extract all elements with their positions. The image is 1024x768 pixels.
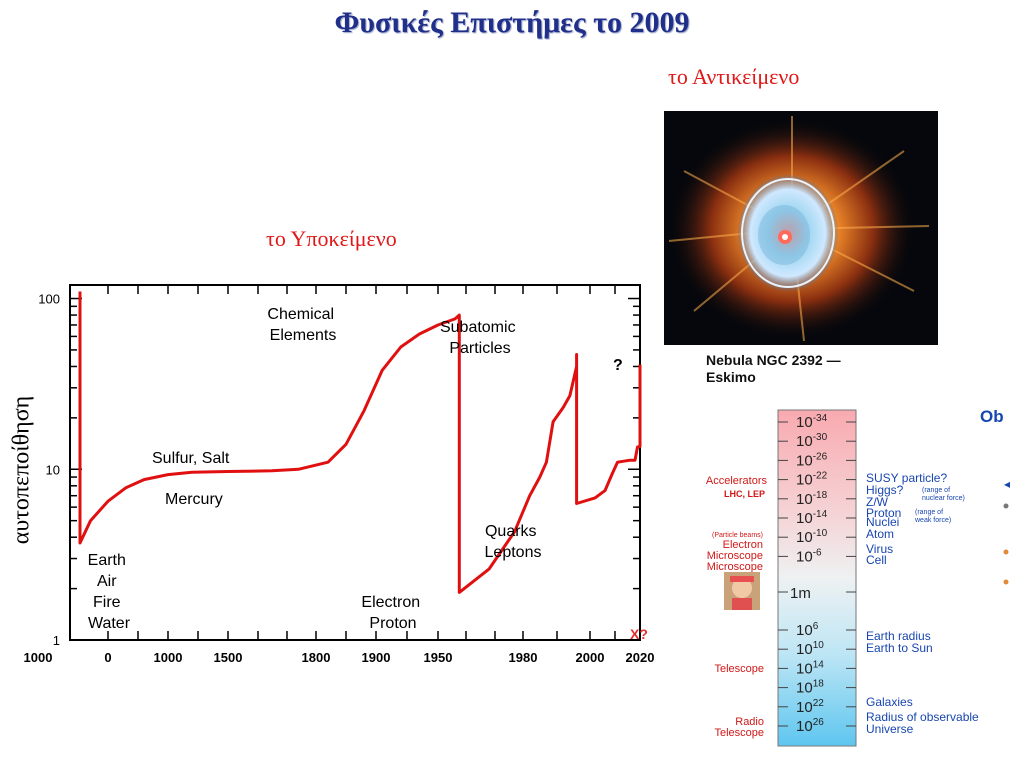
scale-label: 10-14 [796, 509, 828, 527]
svg-text:Proton: Proton [866, 506, 901, 520]
svg-text:Universe: Universe [866, 722, 914, 736]
svg-text:(Particle beams): (Particle beams) [712, 532, 763, 539]
scale-label: 1026 [796, 717, 824, 735]
svg-text:Earth radius: Earth radius [866, 629, 931, 643]
scale-label: 10-34 [796, 413, 828, 431]
photo-child [724, 572, 760, 610]
svg-text:Virus: Virus [866, 542, 893, 556]
annotation-chemical-elements: Chemical Elements [267, 306, 338, 344]
scale-label: 10-10 [796, 528, 828, 546]
nebula-caption: Nebula NGC 2392 — Eskimo [706, 352, 841, 386]
subject-label: το Υποκείμενο [266, 226, 397, 251]
scale-label: 1014 [796, 659, 824, 677]
scale-1m: 1m [790, 585, 811, 602]
x-tick-label: 1000 [154, 650, 183, 665]
svg-text:nuclear force): nuclear force) [922, 495, 965, 502]
x-tick-label: 1980 [509, 650, 538, 665]
svg-text:SUSY particle?: SUSY particle? [866, 471, 947, 485]
svg-text:Nuclei: Nuclei [866, 515, 899, 529]
scale-label: 106 [796, 621, 819, 639]
svg-text:◂: ◂ [1004, 477, 1010, 491]
annotation-electron-proton: Electron Proton [361, 594, 424, 632]
svg-text:Microscope: Microscope [707, 550, 763, 562]
x-tick-label: 1800 [302, 650, 331, 665]
scale-label: 10-22 [796, 471, 828, 489]
annotation-mercury: Mercury [165, 491, 223, 508]
x-tick-label: 1500 [214, 650, 243, 665]
scale-right-labels: SUSY particle? Higgs? (range of nuclear … [866, 471, 979, 736]
scale-bar [777, 409, 857, 747]
svg-text:Earth to Sun: Earth to Sun [866, 641, 933, 655]
x-tick-label: 2000 [576, 650, 605, 665]
nebula-image [664, 111, 938, 345]
scale-label: 10-26 [796, 451, 828, 469]
y-tick-label: 100 [38, 292, 60, 307]
annotation-subatomic-particles: Subatomic Particles [440, 319, 520, 357]
svg-text:Higgs?: Higgs? [866, 483, 904, 497]
svg-text:Atom: Atom [866, 527, 894, 541]
x-tick-label: 1900 [362, 650, 391, 665]
svg-text:Galaxies: Galaxies [866, 695, 913, 709]
svg-text:Telescope: Telescope [714, 727, 764, 739]
y-tick-label: 10 [46, 462, 60, 477]
scale-label: 1018 [796, 679, 824, 697]
corner-marker: X? [630, 626, 648, 642]
object-label: το Αντικείμενο [668, 64, 800, 89]
scale-label: 1022 [796, 698, 824, 716]
y-tick-label: 1 [53, 633, 60, 648]
x-tick-label: 0 [104, 650, 111, 665]
svg-text:(range of: (range of [922, 487, 950, 494]
nebula-caption-line2: Eskimo [706, 369, 756, 385]
x-tick-label: 2020 [626, 650, 655, 665]
annotation-question: ? [613, 357, 623, 374]
x-tick-label: 1950 [424, 650, 453, 665]
svg-text:Radio: Radio [735, 716, 764, 728]
svg-text:Microscope: Microscope [707, 561, 763, 573]
ob-label: Ob [980, 407, 1004, 426]
annotation-quarks-leptons: Quarks Leptons [485, 523, 542, 561]
series-line [78, 291, 642, 594]
svg-text:Radius of observable: Radius of observable [866, 710, 979, 724]
x-tick-label: 1000 [24, 650, 53, 665]
svg-text:Z/W: Z/W [866, 495, 889, 509]
svg-text:LHC, LEP: LHC, LEP [724, 489, 765, 499]
scale-label: 10-18 [796, 490, 828, 508]
scale-label: 10-6 [796, 547, 822, 565]
svg-text:Cell: Cell [866, 553, 887, 567]
page-title: Φυσικές Επιστήμες το 2009 [334, 6, 690, 39]
annotation-sulfur-salt: Sulfur, Salt [152, 450, 230, 467]
svg-text:Accelerators: Accelerators [706, 475, 768, 487]
scale-label: 1010 [796, 640, 824, 658]
scale-label: 10-30 [796, 432, 828, 450]
svg-text:weak force): weak force) [914, 517, 951, 524]
confidence-chart: 1 10 100 1000 0 1000 1500 1800 1900 1950 1980 2000… [24, 284, 655, 665]
annotation-earth: Earth Air Fire Water [88, 552, 131, 632]
edge-marks: ◂ [1003, 477, 1010, 585]
svg-text:(range of: (range of [915, 509, 943, 516]
svg-text:Telescope: Telescope [714, 663, 764, 675]
scale-left-labels: Accelerators LHC, LEP (Particle beams) E… [706, 475, 768, 739]
nebula-caption-line1: Nebula NGC 2392 — [706, 352, 841, 368]
svg-text:Electron: Electron [723, 539, 763, 551]
